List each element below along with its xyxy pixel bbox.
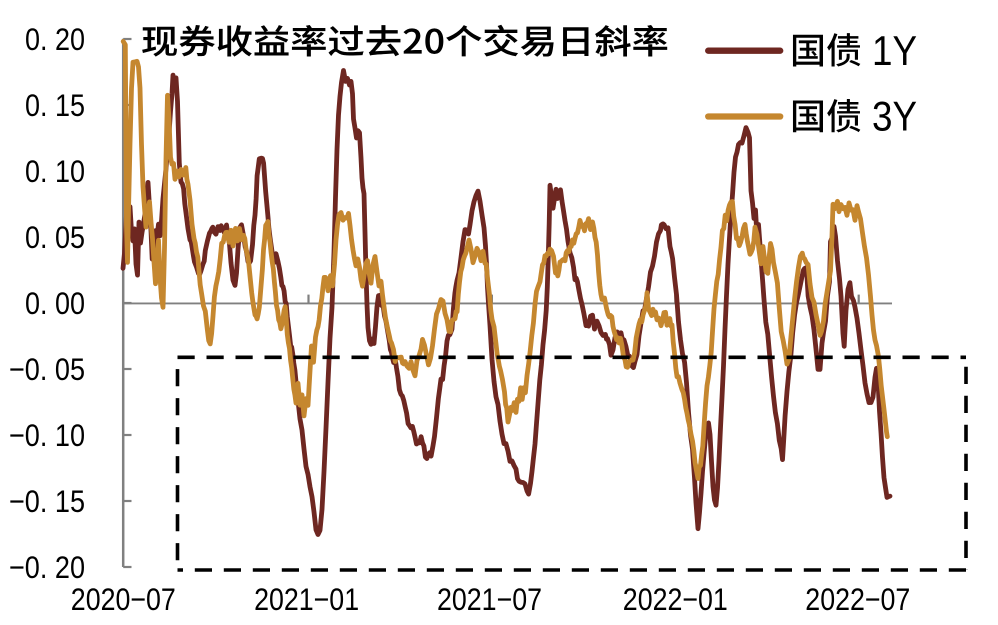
svg-text:0. 20: 0. 20 bbox=[25, 21, 85, 57]
svg-text:2022−07: 2022−07 bbox=[805, 581, 910, 617]
svg-text:2022−01: 2022−01 bbox=[623, 581, 728, 617]
svg-text:0. 10: 0. 10 bbox=[25, 153, 85, 189]
svg-text:0. 05: 0. 05 bbox=[25, 219, 85, 255]
svg-text:0. 00: 0. 00 bbox=[25, 285, 85, 321]
svg-text:−0. 15: −0. 15 bbox=[9, 483, 85, 519]
svg-text:3Y: 3Y bbox=[872, 93, 917, 140]
svg-text:−0. 20: −0. 20 bbox=[9, 549, 85, 585]
svg-text:0. 15: 0. 15 bbox=[25, 87, 85, 123]
svg-text:2021−07: 2021−07 bbox=[437, 581, 542, 617]
svg-text:−0. 05: −0. 05 bbox=[9, 351, 85, 387]
svg-text:−0. 10: −0. 10 bbox=[9, 417, 85, 453]
svg-text:2020−07: 2020−07 bbox=[71, 581, 176, 617]
svg-text:1Y: 1Y bbox=[872, 27, 917, 74]
svg-text:2021−01: 2021−01 bbox=[254, 581, 359, 617]
